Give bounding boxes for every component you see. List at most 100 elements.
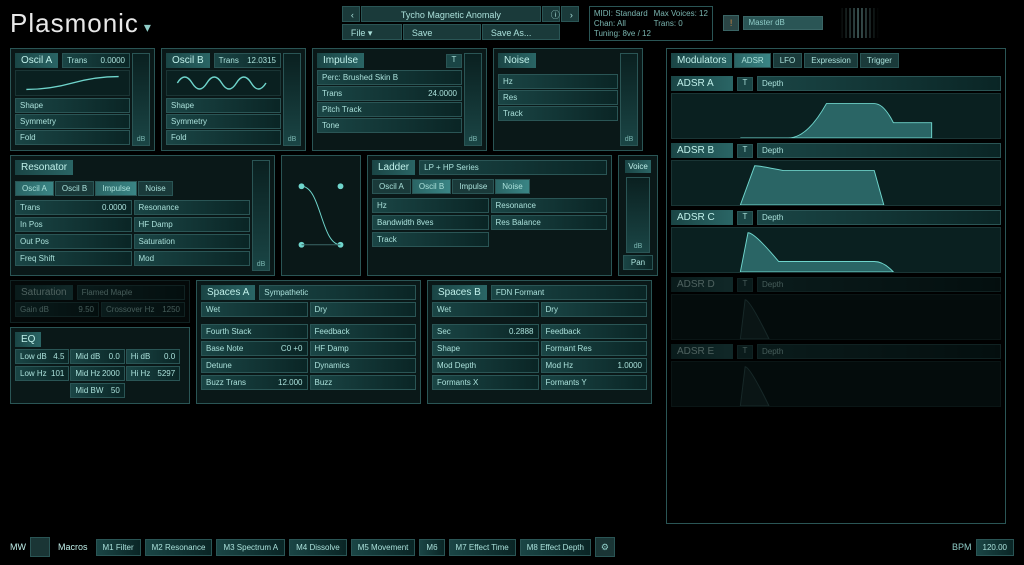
reson-hfdamp[interactable]: HF Damp — [134, 217, 251, 232]
oscil-b-shape[interactable]: Shape — [166, 98, 281, 113]
impulse-perc[interactable]: Perc: Brushed Skin B — [317, 70, 462, 85]
spa-basenote[interactable]: Base NoteC0 +0 — [201, 341, 308, 356]
macro-4[interactable]: M4 Dissolve — [289, 539, 347, 556]
eq-midhz[interactable]: Mid Hz2000 — [70, 366, 124, 381]
reson-trans[interactable]: Trans0.0000 — [15, 200, 132, 215]
oscil-a-fold[interactable]: Fold — [15, 130, 130, 145]
eq-hihz[interactable]: Hi Hz5297 — [126, 366, 180, 381]
routing-diagram[interactable] — [281, 155, 361, 276]
spb-modhz[interactable]: Mod Hz1.0000 — [541, 358, 648, 373]
tab-lfo[interactable]: LFO — [773, 53, 803, 68]
reson-saturation[interactable]: Saturation — [134, 234, 251, 249]
preset-info-button[interactable]: ⓘ — [542, 6, 560, 22]
ladder-src-impulse[interactable]: Impulse — [452, 179, 494, 194]
reson-src-oscilb[interactable]: Oscil B — [55, 181, 94, 196]
reson-freqshift[interactable]: Freq Shift — [15, 251, 132, 266]
spa-buzz[interactable]: Buzz — [310, 375, 417, 390]
spb-sec[interactable]: Sec0.2888 — [432, 324, 539, 339]
reson-resonance[interactable]: Resonance — [134, 200, 251, 215]
oscil-a-trans[interactable]: Trans0.0000 — [62, 53, 130, 68]
preset-name[interactable]: Tycho Magnetic Anomaly — [361, 6, 541, 22]
midi-info[interactable]: MIDI: StandardMax Voices: 12 Chan: AllTr… — [589, 6, 713, 41]
spa-detune[interactable]: Detune — [201, 358, 308, 373]
ladder-resonance[interactable]: Resonance — [491, 198, 608, 213]
macro-3[interactable]: M3 Spectrum A — [216, 539, 285, 556]
tab-adsr[interactable]: ADSR — [734, 53, 770, 68]
file-menu[interactable]: File ▾ — [342, 24, 402, 40]
eq-hidb[interactable]: Hi dB0.0 — [126, 349, 180, 364]
reson-db-meter[interactable]: dB — [252, 160, 270, 271]
spa-feedback[interactable]: Feedback — [310, 324, 417, 339]
adsr-b-depth[interactable]: Depth — [757, 143, 1001, 158]
reson-src-oscila[interactable]: Oscil A — [15, 181, 54, 196]
adsr-a-title[interactable]: ADSR A — [671, 76, 733, 91]
settings-gear-icon[interactable]: ⚙ — [595, 537, 615, 557]
oscil-a-shape[interactable]: Shape — [15, 98, 130, 113]
sat-gain[interactable]: Gain dB9.50 — [15, 302, 99, 317]
adsr-e-env[interactable] — [671, 361, 1001, 407]
reson-outpos[interactable]: Out Pos — [15, 234, 132, 249]
adsr-a-depth[interactable]: Depth — [757, 76, 1001, 91]
spb-formantsy[interactable]: Formants Y — [541, 375, 648, 390]
spb-shape[interactable]: Shape — [432, 341, 539, 356]
spb-formantres[interactable]: Formant Res — [541, 341, 648, 356]
mw-pad[interactable] — [30, 537, 50, 557]
impulse-pitch-track[interactable]: Pitch Track — [317, 102, 462, 117]
adsr-d-env[interactable] — [671, 294, 1001, 340]
oscil-b-db-meter[interactable]: dB — [283, 53, 301, 146]
macro-2[interactable]: M2 Resonance — [145, 539, 213, 556]
noise-res[interactable]: Res — [498, 90, 618, 105]
preset-prev-button[interactable]: ‹ — [342, 6, 360, 22]
saveas-button[interactable]: Save As... — [482, 24, 560, 40]
macro-7[interactable]: M7 Effect Time — [449, 539, 516, 556]
logo[interactable]: Plasmonic — [10, 8, 152, 39]
eq-middb[interactable]: Mid dB0.0 — [70, 349, 124, 364]
ladder-mode[interactable]: LP + HP Series — [419, 160, 607, 175]
adsr-d-depth[interactable]: Depth — [757, 277, 1001, 292]
spa-wet[interactable]: Wet — [201, 302, 308, 317]
noise-track[interactable]: Track — [498, 106, 618, 121]
spa-dynamics[interactable]: Dynamics — [310, 358, 417, 373]
master-db-slider[interactable]: Master dB — [743, 16, 823, 30]
macro-1[interactable]: M1 Filter — [96, 539, 141, 556]
oscil-b-fold[interactable]: Fold — [166, 130, 281, 145]
ladder-hz[interactable]: Hz — [372, 198, 489, 213]
tab-expression[interactable]: Expression — [804, 53, 858, 68]
voice-db-meter[interactable]: dB — [626, 177, 650, 253]
reson-src-impulse[interactable]: Impulse — [95, 181, 137, 196]
impulse-tone[interactable]: Tone — [317, 118, 462, 133]
oscil-b-symmetry[interactable]: Symmetry — [166, 114, 281, 129]
reson-inpos[interactable]: In Pos — [15, 217, 132, 232]
impulse-db-meter[interactable]: dB — [464, 53, 482, 146]
noise-hz[interactable]: Hz — [498, 74, 618, 89]
macro-6[interactable]: M6 — [419, 539, 444, 556]
reson-src-noise[interactable]: Noise — [138, 181, 172, 196]
spa-buzztrans[interactable]: Buzz Trans12.000 — [201, 375, 308, 390]
spb-moddepth[interactable]: Mod Depth — [432, 358, 539, 373]
ladder-src-oscila[interactable]: Oscil A — [372, 179, 411, 194]
adsr-e-title[interactable]: ADSR E — [671, 344, 733, 359]
sat-wood[interactable]: Flamed Maple — [77, 285, 185, 300]
oscil-a-symmetry[interactable]: Symmetry — [15, 114, 130, 129]
ladder-bandwidth[interactable]: Bandwidth 8ves — [372, 215, 489, 230]
preset-next-button[interactable]: › — [561, 6, 579, 22]
reson-mod[interactable]: Mod — [134, 251, 251, 266]
spb-formantsx[interactable]: Formants X — [432, 375, 539, 390]
spa-dry[interactable]: Dry — [310, 302, 417, 317]
spb-wet[interactable]: Wet — [432, 302, 539, 317]
spb-mode[interactable]: FDN Formant — [491, 285, 647, 300]
adsr-c-depth[interactable]: Depth — [757, 210, 1001, 225]
bpm-value[interactable]: 120.00 — [976, 539, 1014, 556]
voice-pan[interactable]: Pan — [623, 255, 653, 270]
noise-db-meter[interactable]: dB — [620, 53, 638, 146]
tab-trigger[interactable]: Trigger — [860, 53, 899, 68]
spa-fourth[interactable]: Fourth Stack — [201, 324, 308, 339]
spa-hfdamp[interactable]: HF Damp — [310, 341, 417, 356]
oscil-b-trans[interactable]: Trans12.0315 — [214, 53, 281, 68]
sat-crossover[interactable]: Crossover Hz1250 — [101, 302, 185, 317]
adsr-b-env[interactable] — [671, 160, 1001, 206]
adsr-d-t[interactable]: T — [737, 278, 753, 292]
adsr-c-t[interactable]: T — [737, 211, 753, 225]
warning-icon[interactable]: ! — [723, 15, 740, 31]
eq-lowhz[interactable]: Low Hz101 — [15, 366, 69, 381]
